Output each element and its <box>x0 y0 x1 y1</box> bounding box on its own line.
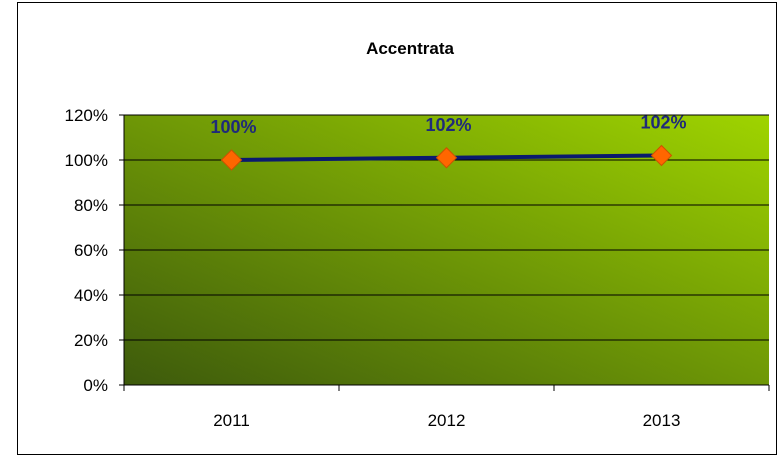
y-tick-label: 100% <box>65 151 108 170</box>
y-tick-label: 80% <box>74 196 108 215</box>
x-tick-label: 2012 <box>428 411 466 430</box>
data-point-marker <box>435 147 458 169</box>
y-tick-label: 40% <box>74 286 108 305</box>
y-tick-label: 120% <box>65 106 108 125</box>
data-label: 102% <box>640 113 686 133</box>
chart-title: Accentrata <box>366 39 454 58</box>
y-tick-label: 60% <box>74 241 108 260</box>
y-tick-label: 20% <box>74 331 108 350</box>
data-label: 100% <box>210 117 256 137</box>
y-tick-label: 0% <box>83 376 108 395</box>
x-tick-label: 2011 <box>213 411 250 430</box>
data-point-marker <box>650 144 673 167</box>
x-tick-label: 2013 <box>643 411 681 430</box>
data-point-marker <box>220 149 243 171</box>
data-label: 102% <box>425 115 471 135</box>
